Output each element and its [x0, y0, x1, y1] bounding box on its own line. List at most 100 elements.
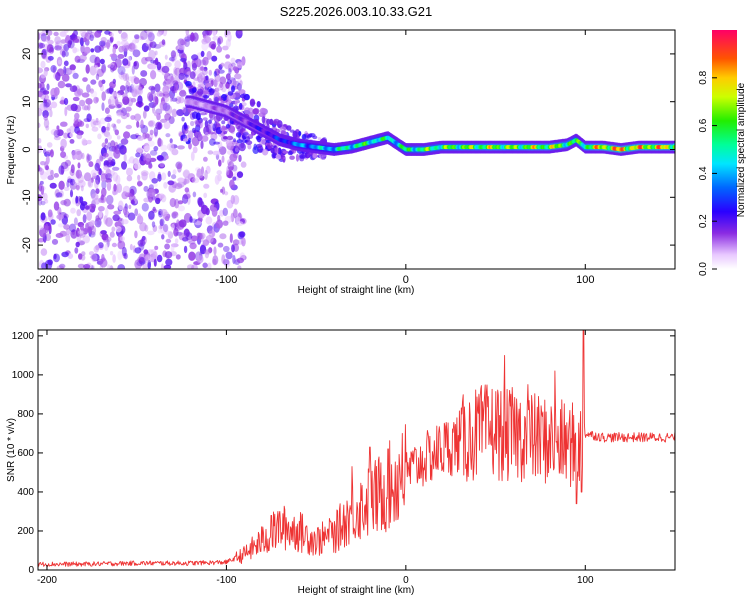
noise-blob: [83, 172, 92, 182]
noise-blob: [47, 175, 54, 181]
noise-blob: [38, 138, 42, 144]
noise-blob: [215, 86, 221, 92]
noise-blob: [175, 161, 183, 170]
noise-blob: [200, 243, 206, 254]
noise-blob: [163, 182, 168, 189]
spectrogram-x-tick-label: -100: [215, 274, 237, 286]
noise-blob: [135, 152, 141, 158]
noise-blob: [221, 186, 226, 195]
noise-blob: [57, 59, 62, 65]
noise-blob: [188, 251, 196, 261]
noise-blob: [170, 144, 178, 149]
noise-blob: [206, 37, 211, 42]
noise-blob: [153, 258, 157, 267]
noise-blob: [79, 196, 84, 204]
noise-blob: [141, 202, 149, 212]
noise-blob: [212, 150, 221, 156]
noise-blob: [206, 30, 213, 36]
noise-blob: [213, 80, 217, 86]
noise-blob: [149, 64, 157, 70]
noise-blob: [125, 81, 131, 89]
noise-blob: [99, 58, 105, 65]
noise-blob: [234, 73, 242, 80]
noise-blob: [108, 170, 115, 176]
noise-blob: [256, 101, 261, 108]
noise-blob: [159, 162, 165, 168]
noise-blob: [197, 88, 204, 96]
noise-blob: [249, 98, 256, 106]
noise-blob: [234, 90, 241, 98]
noise-blob: [42, 48, 48, 56]
noise-blob: [105, 173, 113, 181]
noise-blob: [193, 77, 200, 81]
noise-blob: [232, 239, 240, 246]
noise-blob: [58, 165, 65, 175]
noise-blob: [184, 36, 192, 42]
noise-blob: [69, 139, 75, 144]
noise-blob: [164, 96, 170, 103]
noise-blob: [103, 152, 109, 158]
noise-blob: [40, 161, 46, 166]
noise-blob: [234, 147, 239, 153]
noise-blob: [139, 222, 147, 232]
noise-blob: [75, 241, 80, 248]
noise-blob: [269, 118, 274, 126]
noise-blob: [215, 219, 223, 229]
noise-blob: [80, 185, 84, 192]
noise-blob: [130, 76, 135, 84]
noise-blob: [128, 204, 132, 210]
noise-blob: [112, 46, 116, 55]
noise-blob: [73, 217, 78, 226]
colorbar-gradient: [712, 30, 737, 269]
noise-blob: [142, 110, 147, 119]
noise-blob: [147, 32, 155, 42]
noise-blob: [222, 45, 229, 51]
noise-blob: [144, 56, 153, 62]
noise-blob: [83, 264, 91, 269]
noise-blob: [105, 236, 112, 242]
noise-blob: [229, 233, 233, 244]
noise-blob: [225, 123, 231, 129]
noise-blob: [241, 138, 248, 144]
noise-blob: [164, 251, 173, 259]
spectrogram-y-label: Frequency (Hz): [6, 116, 17, 185]
noise-blob: [137, 180, 142, 187]
noise-blob: [98, 170, 104, 175]
noise-blob: [49, 182, 57, 189]
noise-blob: [158, 211, 162, 216]
noise-blob: [165, 238, 172, 244]
noise-blob: [95, 174, 101, 185]
noise-blob: [140, 70, 148, 77]
noise-blob: [121, 44, 130, 52]
noise-blob: [64, 67, 73, 76]
noise-blob: [147, 95, 153, 102]
colorbar-tick-label: 0.8: [698, 70, 709, 84]
noise-blob: [38, 164, 41, 172]
noise-blob: [79, 30, 87, 36]
noise-blob: [130, 97, 137, 103]
noise-blob: [212, 30, 217, 37]
noise-blob: [90, 177, 94, 183]
noise-blob: [46, 44, 54, 53]
noise-blob: [177, 163, 182, 173]
noise-blob: [39, 168, 44, 176]
noise-blob: [205, 83, 213, 88]
noise-blob: [113, 149, 121, 159]
noise-blob: [179, 57, 187, 62]
noise-blob: [123, 149, 127, 154]
noise-blob: [185, 81, 190, 85]
noise-blob: [237, 125, 244, 133]
noise-blob: [116, 135, 121, 140]
noise-blob: [204, 169, 208, 180]
noise-blob: [143, 185, 149, 192]
noise-blob: [89, 34, 94, 42]
noise-blob: [130, 200, 136, 204]
noise-blob: [93, 96, 99, 104]
noise-blob: [101, 102, 105, 111]
snr-y-tick-label: 600: [17, 448, 34, 459]
noise-blob: [158, 225, 163, 230]
noise-blob: [119, 145, 127, 155]
